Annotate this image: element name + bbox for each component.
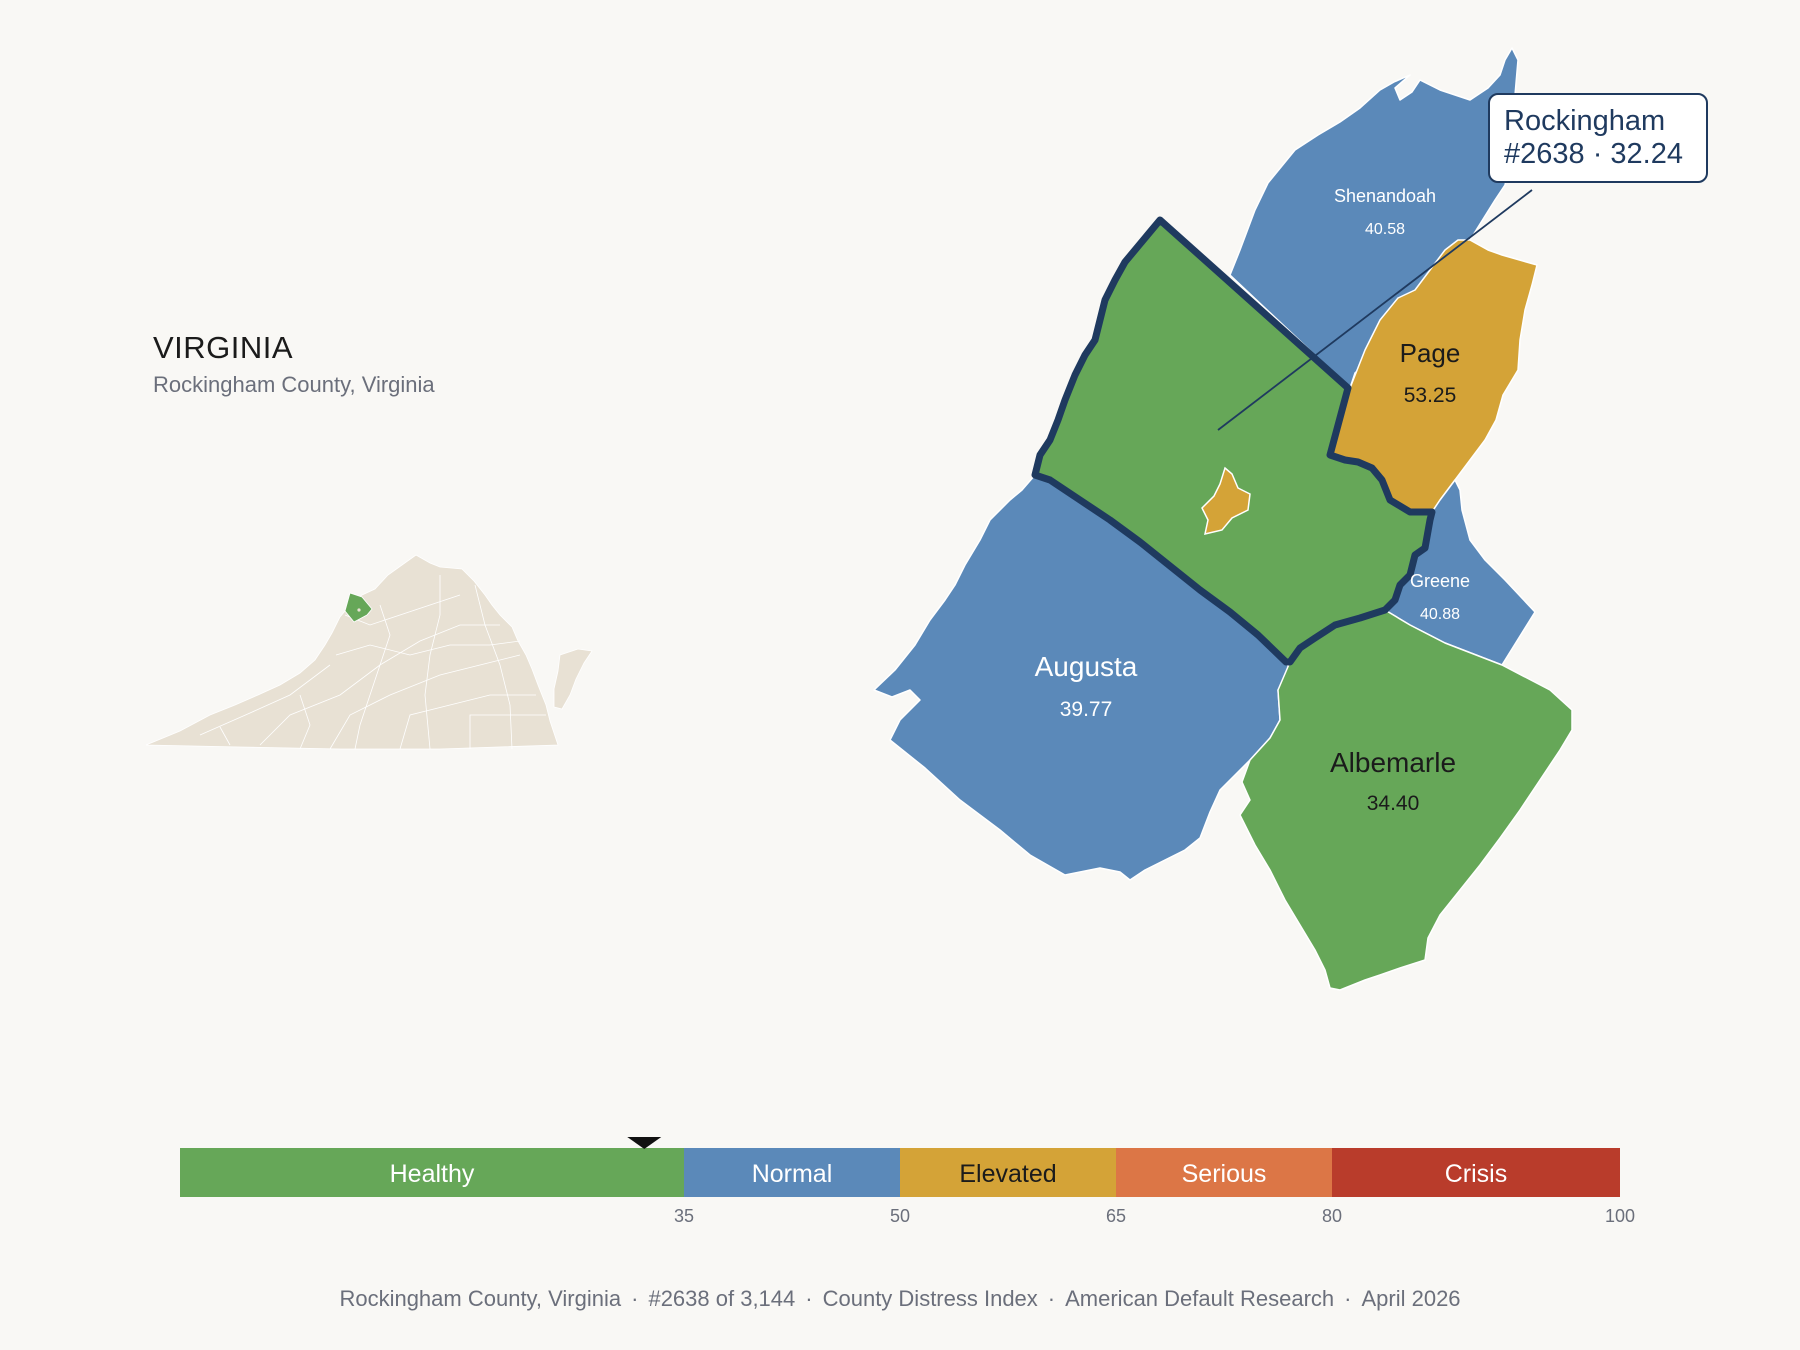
- scale-band-serious: [1116, 1148, 1332, 1197]
- county-labels: Shenandoah 40.58 Page 53.25 Greene 40.88…: [1035, 186, 1470, 815]
- footer-county: Rockingham County, Virginia: [339, 1286, 622, 1311]
- delmarva-shape: [553, 648, 593, 710]
- county-subtitle: Rockingham County, Virginia: [153, 372, 435, 397]
- callout-rank-score: #2638 · 32.24: [1504, 138, 1683, 170]
- scale-band-label-normal: Normal: [752, 1160, 833, 1188]
- scale-tick-100: 100: [1605, 1206, 1635, 1226]
- rockingham-highlight-outline: [1031, 216, 1436, 666]
- scale-band-label-serious: Serious: [1182, 1160, 1267, 1188]
- albemarle-value-label: 34.40: [1367, 792, 1420, 815]
- scale-band-elevated: [900, 1148, 1116, 1197]
- harrisonburg-enclave: [1201, 466, 1251, 536]
- virginia-state-shape: [145, 554, 559, 750]
- footer-date: April 2026: [1361, 1286, 1461, 1311]
- footer-index-name: County Distress Index: [822, 1286, 1038, 1311]
- rockingham-callout: Rockingham #2638 · 32.24: [1488, 93, 1708, 183]
- footer-rank: #2638 of 3,144: [648, 1286, 796, 1311]
- page-value-label: 53.25: [1404, 384, 1457, 407]
- scale-band-label-healthy: Healthy: [390, 1160, 475, 1188]
- footer: Rockingham County, Virginia · #2638 of 3,1…: [339, 1286, 1461, 1311]
- albemarle-name-label: Albemarle: [1330, 747, 1456, 778]
- scale-band-normal: [684, 1148, 900, 1197]
- callout-leader-line: [1217, 189, 1533, 431]
- scale-tick-50: 50: [890, 1206, 910, 1226]
- virginia-inset-map: [145, 554, 593, 750]
- scale-band-crisis: [1332, 1148, 1620, 1197]
- augusta-name-label: Augusta: [1035, 651, 1138, 682]
- callout-county-name: Rockingham: [1504, 105, 1666, 137]
- scale-tick-80: 80: [1322, 1206, 1342, 1226]
- county-shapes: [873, 47, 1573, 991]
- state-title: VIRGINIA: [153, 330, 294, 365]
- scale-tick-35: 35: [674, 1206, 694, 1226]
- shenandoah-value-label: 40.58: [1365, 221, 1405, 238]
- county-albemarle[interactable]: [1239, 609, 1573, 991]
- page-name-label: Page: [1400, 338, 1461, 368]
- augusta-value-label: 39.77: [1060, 698, 1113, 721]
- shenandoah-name-label: Shenandoah: [1334, 186, 1436, 206]
- scale-band-label-elevated: Elevated: [959, 1160, 1056, 1188]
- scale-marker: [627, 1137, 662, 1149]
- footer-publisher: American Default Research: [1065, 1286, 1335, 1311]
- title-block: VIRGINIA Rockingham County, Virginia: [153, 330, 435, 398]
- greene-name-label: Greene: [1410, 571, 1470, 591]
- greene-value-label: 40.88: [1420, 606, 1460, 623]
- inset-city-enclave: [357, 608, 361, 612]
- scale-band-label-crisis: Crisis: [1445, 1160, 1508, 1188]
- inset-rockingham-highlight: [344, 592, 373, 623]
- scale-tick-65: 65: [1106, 1206, 1126, 1226]
- scale-band-healthy: [180, 1148, 684, 1197]
- county-boundary-lines: [199, 575, 546, 750]
